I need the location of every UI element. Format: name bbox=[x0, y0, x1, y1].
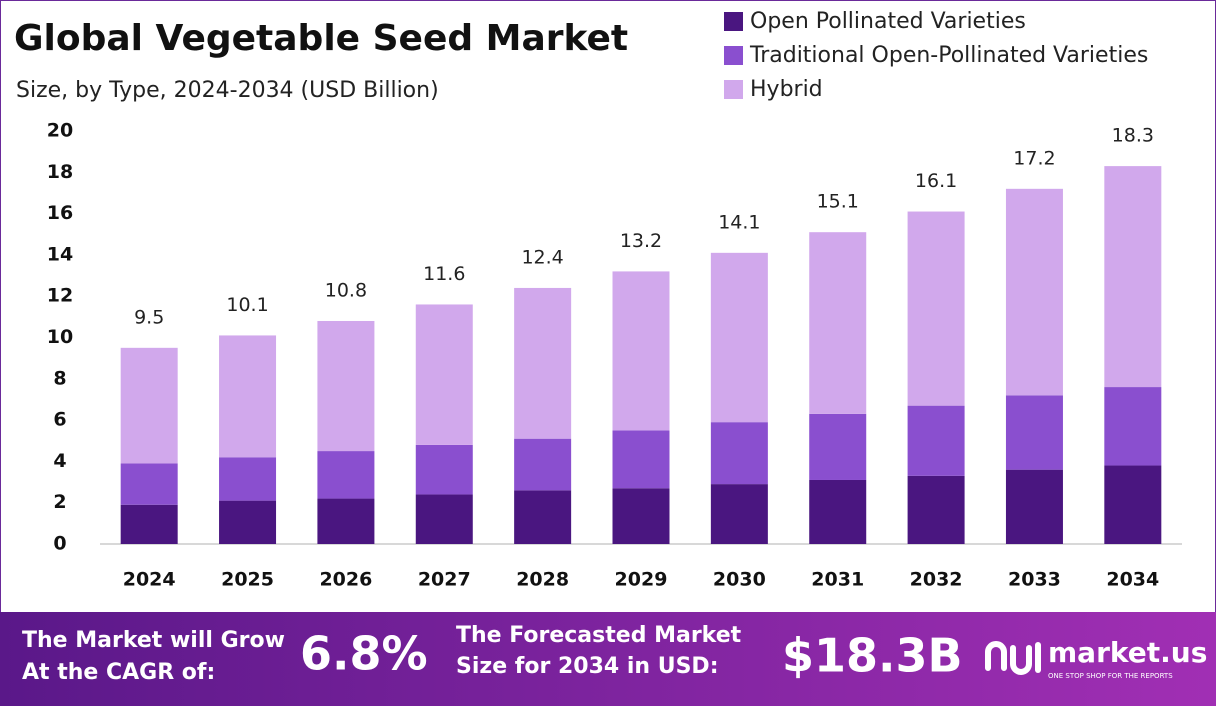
logo-icon bbox=[985, 641, 1041, 675]
bar-segment bbox=[710, 252, 768, 423]
x-tick-label: 2030 bbox=[713, 569, 766, 591]
legend-label: Hybrid bbox=[750, 77, 823, 102]
bar-segment bbox=[120, 463, 178, 505]
bar-segment bbox=[907, 211, 965, 406]
y-tick-label: 4 bbox=[53, 450, 66, 472]
x-tick-label: 2027 bbox=[418, 569, 471, 591]
y-tick-label: 14 bbox=[47, 243, 73, 265]
bar-segment bbox=[514, 490, 572, 544]
legend-swatch bbox=[724, 12, 743, 31]
y-tick-label: 20 bbox=[47, 120, 73, 142]
bar-segment bbox=[514, 438, 572, 491]
total-label: 12.4 bbox=[521, 246, 563, 268]
bar-segment bbox=[612, 271, 670, 431]
banner-text: The Forecasted Market bbox=[456, 623, 742, 648]
bar-segment bbox=[710, 422, 768, 485]
y-tick-label: 6 bbox=[53, 409, 66, 431]
y-tick-label: 16 bbox=[47, 202, 73, 224]
legend-swatch bbox=[724, 80, 743, 99]
banner-text: At the CAGR of: bbox=[22, 660, 215, 685]
banner-text: Size for 2034 in USD: bbox=[456, 654, 719, 679]
bar-segment bbox=[907, 475, 965, 544]
y-tick-label: 12 bbox=[47, 285, 73, 307]
x-tick-label: 2024 bbox=[123, 569, 176, 591]
logo: market.us bbox=[1048, 636, 1207, 669]
total-label: 9.5 bbox=[134, 306, 164, 328]
bar-segment bbox=[612, 488, 670, 544]
bar-segment bbox=[317, 498, 375, 544]
x-tick-label: 2031 bbox=[811, 569, 864, 591]
bar-segment bbox=[415, 304, 473, 445]
bar-segment bbox=[907, 405, 965, 476]
x-tick-label: 2033 bbox=[1008, 569, 1061, 591]
legend-swatch bbox=[724, 46, 743, 65]
bar-segment bbox=[710, 484, 768, 544]
cagr-value: 6.8% bbox=[300, 627, 428, 681]
bar-segment bbox=[1104, 465, 1162, 544]
total-label: 15.1 bbox=[817, 191, 859, 213]
y-tick-label: 2 bbox=[53, 491, 66, 513]
x-tick-label: 2032 bbox=[910, 569, 963, 591]
y-tick-label: 8 bbox=[53, 367, 66, 389]
x-tick-label: 2026 bbox=[319, 569, 372, 591]
bar-segment bbox=[1005, 188, 1063, 396]
chart-title: Global Vegetable Seed Market bbox=[14, 18, 628, 59]
chart-subtitle: Size, by Type, 2024-2034 (USD Billion) bbox=[16, 78, 439, 103]
bar-segment bbox=[219, 457, 277, 501]
bar-segment bbox=[317, 320, 375, 452]
x-tick-label: 2025 bbox=[221, 569, 274, 591]
bar-segment bbox=[809, 479, 867, 544]
bar-segment bbox=[1104, 166, 1162, 388]
bar-segment bbox=[219, 500, 277, 544]
bar-segment bbox=[809, 232, 867, 414]
legend-label: Traditional Open-Pollinated Varieties bbox=[749, 43, 1148, 68]
forecast-value: $18.3B bbox=[782, 629, 963, 683]
bar-segment bbox=[809, 413, 867, 480]
banner-text: The Market will Grow bbox=[22, 628, 285, 653]
total-label: 16.1 bbox=[915, 170, 957, 192]
bar-segment bbox=[415, 494, 473, 544]
bar-segment bbox=[120, 347, 178, 464]
legend: Open Pollinated Varieties Traditional Ope… bbox=[724, 9, 1148, 102]
bar-segment bbox=[219, 335, 277, 458]
bar-segment bbox=[612, 430, 670, 489]
plot: 0 2 4 6 8 10 12 14 16 18 20 9.5 2024 10.1 2025 10.8 2026… bbox=[47, 120, 1182, 591]
total-label: 10.1 bbox=[226, 294, 268, 316]
total-label: 13.2 bbox=[620, 230, 662, 252]
y-tick-label: 18 bbox=[47, 161, 73, 183]
bar-segment bbox=[120, 504, 178, 544]
total-label: 11.6 bbox=[423, 263, 465, 285]
bar-segment bbox=[1005, 395, 1063, 470]
tagline: ONE STOP SHOP FOR THE REPORTS bbox=[1048, 672, 1173, 680]
y-tick-label: 10 bbox=[47, 326, 73, 348]
total-label: 18.3 bbox=[1112, 125, 1154, 147]
legend-label: Open Pollinated Varieties bbox=[750, 9, 1026, 34]
bar-segment bbox=[1104, 387, 1162, 466]
bar-segment bbox=[415, 444, 473, 495]
y-tick-label: 0 bbox=[53, 533, 66, 555]
bar-segment bbox=[1005, 469, 1063, 544]
total-label: 14.1 bbox=[718, 211, 760, 233]
bar-segment bbox=[317, 451, 375, 499]
x-tick-label: 2028 bbox=[516, 569, 569, 591]
x-tick-label: 2029 bbox=[615, 569, 668, 591]
bar-segment bbox=[514, 287, 572, 439]
total-label: 17.2 bbox=[1013, 147, 1055, 169]
x-tick-label: 2034 bbox=[1106, 569, 1159, 591]
total-label: 10.8 bbox=[325, 279, 367, 301]
